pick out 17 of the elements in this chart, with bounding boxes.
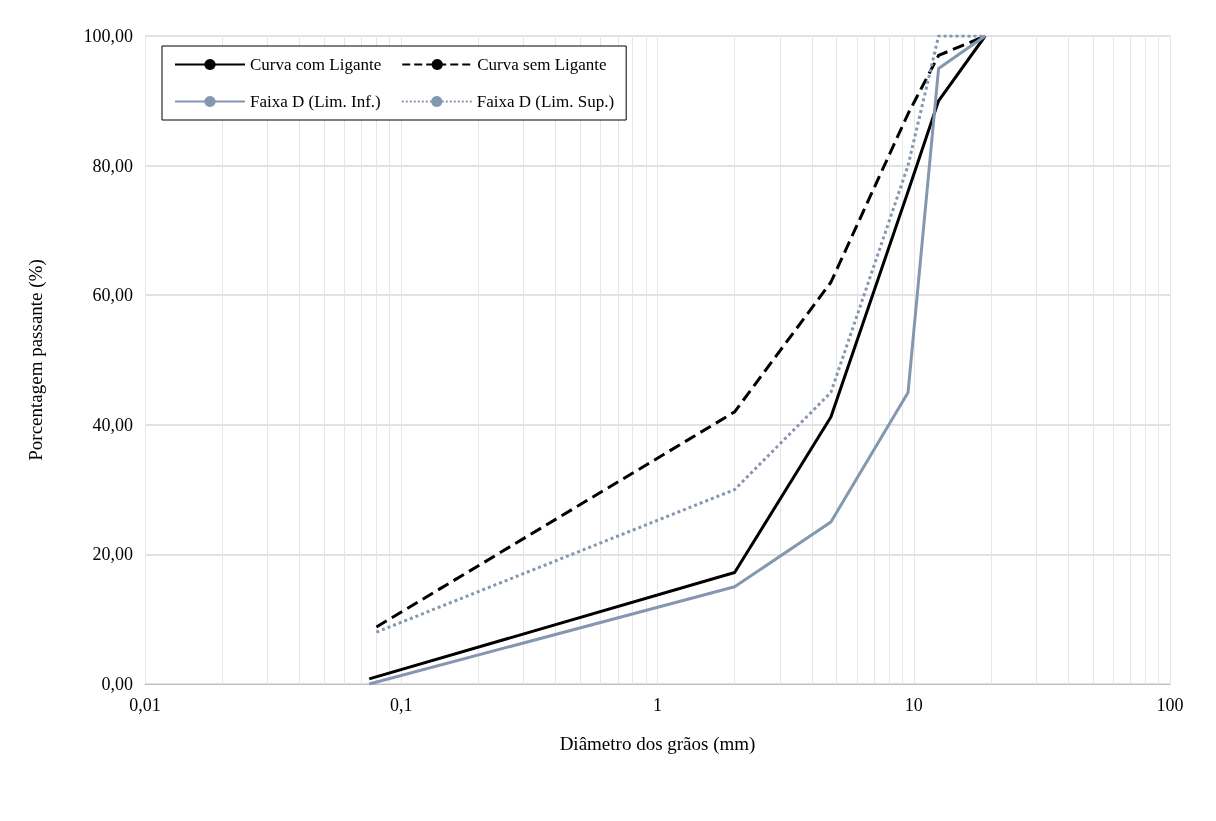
y-tick-label: 80,00 [92, 155, 133, 176]
x-tick-label: 10 [904, 695, 923, 715]
x-tick-label: 0,01 [129, 695, 161, 715]
legend-label: Curva com Ligante [250, 55, 382, 74]
y-tick-label: 20,00 [92, 544, 133, 565]
y-tick-label: 100,00 [83, 26, 133, 46]
legend-label: Faixa D (Lim. Inf.) [250, 92, 381, 111]
y-axis-title: Porcentagem passante (%) [25, 259, 47, 461]
x-tick-label: 0,1 [390, 695, 413, 715]
y-tick-label: 0,00 [101, 674, 133, 694]
y-tick-label: 40,00 [92, 414, 133, 435]
y-tick-label: 60,00 [92, 285, 133, 306]
x-tick-label: 1 [653, 695, 662, 715]
x-tick-label: 100 [1156, 695, 1184, 715]
x-axis-title: Diâmetro dos grãos (mm) [559, 733, 756, 755]
legend-label: Faixa D (Lim. Sup.) [476, 92, 615, 111]
legend-label: Curva sem Ligante [477, 55, 607, 74]
